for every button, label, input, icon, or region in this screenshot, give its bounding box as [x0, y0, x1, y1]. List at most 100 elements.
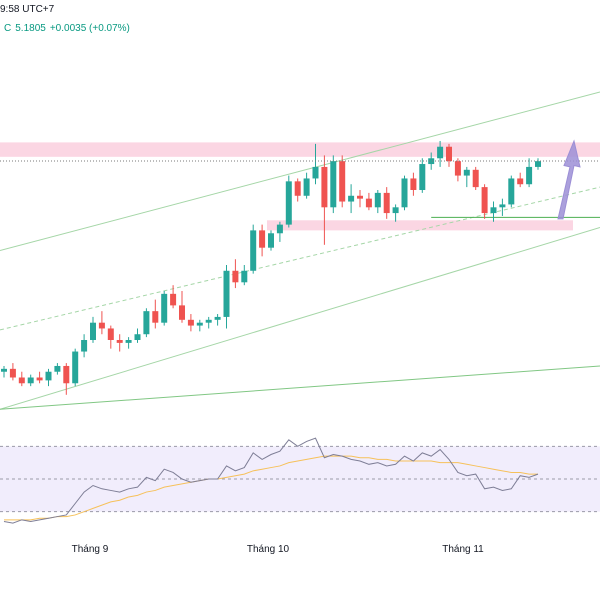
candle: [463, 166, 470, 188]
candle-body: [45, 371, 52, 381]
candle-body: [134, 334, 141, 340]
candle: [268, 230, 274, 251]
candle-body: [383, 192, 390, 214]
channel-middle-line: [0, 186, 600, 331]
candle-body: [357, 195, 363, 199]
candle-body: [365, 198, 372, 208]
candle: [143, 308, 150, 338]
candle-body: [90, 322, 96, 340]
candle-body: [437, 146, 444, 159]
ohlc-legend: C 5.1805 +0.0035 (+0.07%): [4, 23, 134, 34]
candle-body: [535, 161, 541, 167]
candle-body: [303, 178, 310, 196]
candle-body: [401, 178, 408, 208]
candle-body: [170, 293, 177, 306]
candle-body: [187, 319, 194, 326]
candle-body: [392, 207, 399, 214]
candle-body: [348, 195, 355, 202]
candle-body: [454, 161, 461, 176]
candle: [481, 184, 488, 219]
candle-body: [54, 365, 61, 372]
candle: [36, 371, 43, 384]
chart-time-label: 9:58 UTC+7: [0, 4, 55, 15]
candle: [437, 140, 444, 167]
candle: [303, 172, 310, 199]
channel-upper-line: [0, 91, 600, 252]
change-value: +0.0035 (+0.07%): [49, 23, 130, 34]
candle-body: [374, 192, 381, 208]
candle-body: [152, 311, 159, 323]
candle-body: [107, 328, 114, 340]
candle-body: [321, 166, 328, 208]
candle-body: [285, 181, 292, 225]
candle-body: [116, 340, 123, 343]
candle: [98, 311, 105, 335]
candle: [419, 158, 426, 193]
candle-body: [98, 322, 105, 329]
candle-body: [517, 178, 524, 185]
close-label: C: [4, 23, 12, 34]
candle: [250, 224, 257, 274]
close-value: 5.1805: [15, 23, 46, 34]
candle-body: [276, 224, 283, 234]
candle: [535, 158, 541, 170]
candle: [330, 155, 337, 214]
rsi-line: [3, 437, 539, 524]
candle: [499, 198, 506, 216]
candle-body: [428, 158, 435, 165]
candle-body: [472, 169, 479, 188]
price-zone-1: [0, 142, 600, 157]
candle-body: [27, 377, 34, 384]
candle-body: [125, 340, 132, 343]
candle-body: [9, 368, 16, 378]
candle: [125, 337, 132, 349]
candle-body: [463, 169, 470, 176]
candle: [517, 172, 524, 188]
candle: [161, 290, 168, 326]
candle-body: [214, 316, 221, 320]
candle-body: [526, 166, 533, 185]
candle: [90, 316, 96, 343]
candle: [526, 158, 533, 188]
x-tick-label-month-11: Tháng 11: [442, 544, 484, 555]
candle-body: [1, 368, 7, 372]
candle-body: [63, 365, 70, 384]
candle-body: [161, 293, 168, 323]
candle: [410, 172, 417, 196]
candle: [18, 371, 25, 387]
candle: [357, 190, 363, 208]
up-arrow-shape: [557, 139, 581, 220]
price-zone-2: [267, 220, 573, 231]
rsi-ma-line: [4, 455, 538, 521]
candle: [179, 290, 185, 323]
candle-body: [330, 161, 337, 208]
candle-body: [294, 181, 301, 196]
candle: [232, 259, 239, 289]
candle-body: [196, 322, 203, 326]
candle: [365, 192, 372, 211]
candle-body: [179, 305, 185, 320]
candle: [72, 348, 79, 387]
candle: [152, 299, 159, 329]
candle: [446, 143, 452, 167]
candle: [107, 325, 114, 349]
candle: [9, 363, 16, 381]
candle: [339, 155, 346, 208]
candle: [472, 166, 479, 190]
candle: [187, 314, 194, 332]
candle: [276, 221, 283, 242]
candle: [205, 316, 212, 329]
candle-body: [312, 166, 319, 179]
candle-body: [223, 270, 230, 317]
candle-body: [205, 319, 212, 323]
candle-body: [36, 377, 43, 381]
candle-body: [490, 207, 497, 214]
x-tick-label-month-10: Tháng 10: [247, 544, 290, 555]
candle-body: [419, 164, 426, 190]
candle: [294, 178, 301, 202]
candle: [45, 368, 52, 387]
candle-body: [410, 178, 417, 190]
candle: [490, 201, 497, 222]
candle: [54, 363, 61, 375]
